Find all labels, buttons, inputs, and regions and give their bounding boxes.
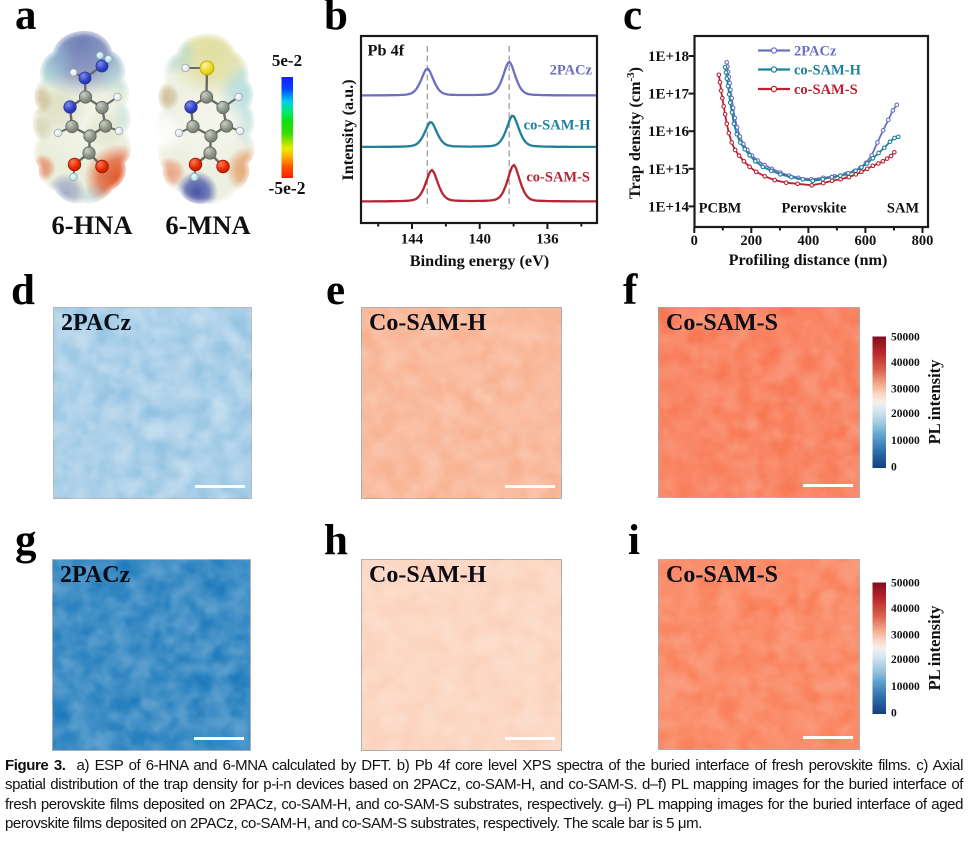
- svg-text:co-SAM-H: co-SAM-H: [794, 63, 862, 79]
- svg-text:Perovskite: Perovskite: [782, 201, 848, 217]
- svg-text:1E+17: 1E+17: [648, 87, 690, 103]
- svg-text:5e-2: 5e-2: [272, 51, 302, 70]
- svg-text:1E+16: 1E+16: [648, 124, 690, 140]
- svg-text:6-HNA: 6-HNA: [52, 210, 133, 240]
- svg-text:1E+18: 1E+18: [648, 49, 689, 65]
- svg-text:144: 144: [401, 232, 424, 248]
- svg-text:50000: 50000: [891, 578, 920, 590]
- svg-text:50000: 50000: [891, 332, 920, 344]
- svg-text:0: 0: [891, 462, 897, 474]
- svg-text:PCBM: PCBM: [699, 201, 742, 217]
- svg-text:2PACz: 2PACz: [550, 63, 593, 79]
- svg-text:20000: 20000: [891, 408, 920, 420]
- svg-text:0: 0: [891, 708, 897, 720]
- svg-text:1E+14: 1E+14: [648, 199, 690, 215]
- svg-text:Profiling distance (nm): Profiling distance (nm): [729, 251, 888, 269]
- svg-text:136: 136: [536, 232, 559, 248]
- svg-text:10000: 10000: [891, 681, 920, 693]
- svg-text:400: 400: [798, 233, 820, 249]
- svg-text:30000: 30000: [891, 630, 920, 642]
- svg-text:PL intensity: PL intensity: [925, 605, 944, 691]
- svg-text:Trap density (cm-3): Trap density (cm-3): [625, 67, 644, 199]
- svg-text:10000: 10000: [891, 435, 920, 447]
- svg-text:40000: 40000: [891, 603, 920, 615]
- svg-text:30000: 30000: [891, 384, 920, 396]
- svg-text:co-SAM-H: co-SAM-H: [524, 118, 592, 134]
- svg-text:co-SAM-S: co-SAM-S: [794, 82, 858, 98]
- svg-text:Intensity (a.u.): Intensity (a.u.): [339, 79, 357, 180]
- svg-text:40000: 40000: [891, 357, 920, 369]
- svg-text:140: 140: [468, 232, 491, 248]
- svg-text:600: 600: [855, 233, 877, 249]
- svg-text:Pb 4f: Pb 4f: [368, 40, 405, 59]
- svg-text:6-MNA: 6-MNA: [165, 210, 250, 240]
- svg-text:800: 800: [912, 233, 934, 249]
- svg-text:2PACz: 2PACz: [794, 44, 837, 60]
- svg-text:-5e-2: -5e-2: [269, 178, 306, 198]
- svg-text:0: 0: [691, 233, 698, 249]
- svg-text:PL intensity: PL intensity: [925, 359, 944, 445]
- svg-text:Binding energy (eV): Binding energy (eV): [410, 252, 549, 270]
- svg-text:SAM: SAM: [887, 201, 920, 217]
- svg-text:200: 200: [740, 233, 762, 249]
- svg-text:1E+15: 1E+15: [648, 162, 689, 178]
- svg-text:20000: 20000: [891, 654, 920, 666]
- svg-text:co-SAM-S: co-SAM-S: [526, 170, 590, 186]
